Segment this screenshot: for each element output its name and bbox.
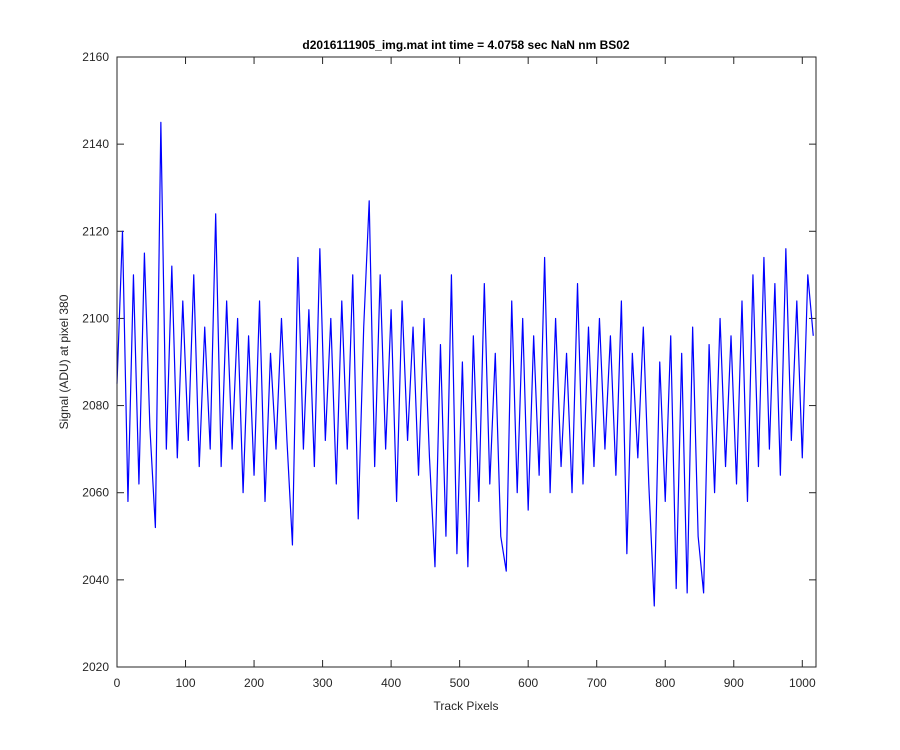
x-tick-label: 900 [724, 676, 744, 690]
x-axis-label: Track Pixels [434, 699, 499, 713]
plot-frame [116, 56, 817, 668]
y-tick-label: 2160 [82, 50, 109, 64]
y-tick-label: 2140 [82, 137, 109, 151]
x-tick-label: 400 [381, 676, 401, 690]
data-line [116, 121, 814, 607]
y-axis-label: Signal (ADU) at pixel 380 [57, 294, 71, 429]
y-tick-label: 2020 [82, 660, 109, 674]
y-tick-label: 2100 [82, 311, 109, 325]
x-tick-label: 800 [655, 676, 675, 690]
x-tick-label: 700 [587, 676, 607, 690]
y-tick-label: 2060 [82, 486, 109, 500]
x-tick-label: 500 [450, 676, 470, 690]
x-tick-label: 200 [244, 676, 264, 690]
x-tick-label: 300 [313, 676, 333, 690]
chart-title: d2016111905_img.mat int time = 4.0758 se… [302, 38, 630, 52]
y-tick-label: 2080 [82, 399, 109, 413]
y-tick-label: 2120 [82, 224, 109, 238]
y-tick-label: 2040 [82, 573, 109, 587]
x-tick-label: 600 [518, 676, 538, 690]
x-tick-label: 0 [114, 676, 121, 690]
x-tick-label: 100 [176, 676, 196, 690]
x-tick-label: 1000 [789, 676, 816, 690]
